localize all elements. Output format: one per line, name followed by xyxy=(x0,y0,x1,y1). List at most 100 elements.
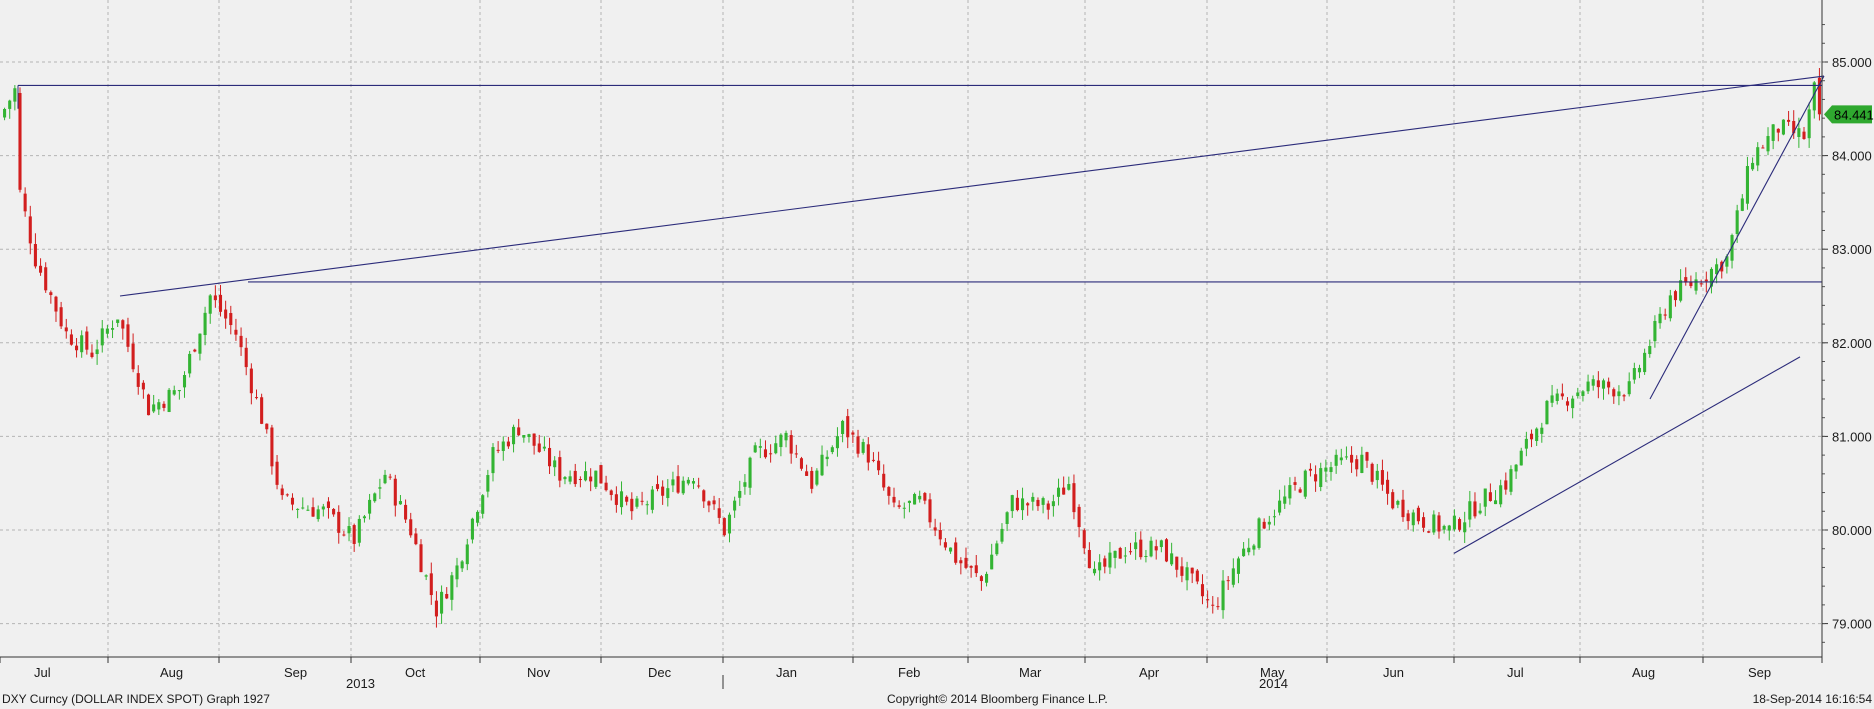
candle-body xyxy=(1026,503,1030,506)
candle-body xyxy=(1262,521,1266,529)
candle-body xyxy=(1031,496,1035,502)
month-label: Jun xyxy=(1383,665,1404,680)
candle-body xyxy=(995,543,999,555)
candle-body xyxy=(661,486,665,496)
candle-body xyxy=(1206,599,1210,601)
candle-body xyxy=(198,333,202,354)
candle-body xyxy=(1123,555,1127,557)
candle-body xyxy=(784,432,788,441)
trend-lines xyxy=(17,75,1825,554)
candle-body xyxy=(1046,503,1050,510)
candle-body xyxy=(1468,501,1472,520)
candle-body xyxy=(1149,540,1153,557)
candle-body xyxy=(727,514,732,534)
candle-body xyxy=(1694,279,1698,291)
candle-body xyxy=(177,390,181,392)
candle-body xyxy=(799,458,804,469)
candle-body xyxy=(1170,553,1174,565)
x-axis: Jul Aug Sep Oct Nov Dec Jan Feb Mar Apr May Jun Jul A… xyxy=(0,656,1823,691)
candle-body xyxy=(1252,545,1256,550)
candle-body xyxy=(758,446,762,448)
candle-body xyxy=(553,460,557,468)
candle-body xyxy=(1483,488,1487,507)
candle-body xyxy=(1288,485,1292,499)
candle-body xyxy=(455,565,459,580)
candle-body xyxy=(928,499,932,523)
candle-body xyxy=(280,488,284,496)
candle-body xyxy=(1334,454,1338,466)
candle-body xyxy=(733,500,737,511)
candle-body xyxy=(409,519,413,536)
candle-body xyxy=(630,498,634,512)
candle-body xyxy=(1272,516,1276,518)
candle-body xyxy=(157,402,161,410)
candle-body xyxy=(162,403,166,408)
candle-body xyxy=(887,487,891,496)
candle-body xyxy=(388,476,392,478)
candle-body xyxy=(1247,547,1251,553)
candle-body xyxy=(835,436,839,449)
month-label: Feb xyxy=(898,665,920,680)
candle-body xyxy=(640,500,644,502)
candle-body xyxy=(1422,517,1426,528)
candle-body xyxy=(1807,109,1811,139)
y-tick-label: 84.000 xyxy=(1832,149,1872,164)
candle-body xyxy=(1242,548,1246,557)
candle-body xyxy=(290,497,295,505)
candle-body xyxy=(1416,507,1420,522)
candle-body xyxy=(1267,521,1271,525)
candle-body xyxy=(1529,433,1534,440)
candle-body xyxy=(743,482,747,487)
candle-body xyxy=(841,420,845,435)
candle-body xyxy=(1596,380,1600,388)
candle-body xyxy=(1745,166,1749,204)
candle-body xyxy=(1303,470,1307,497)
candle-body xyxy=(1673,291,1678,301)
candle-body xyxy=(856,436,860,454)
candle-body xyxy=(404,504,408,520)
candle-body xyxy=(1488,492,1492,501)
candle-body xyxy=(1653,320,1657,342)
candle-body xyxy=(1211,604,1215,606)
candle-body xyxy=(460,561,464,569)
candle-body xyxy=(1761,147,1765,149)
candle-body xyxy=(1458,519,1462,530)
candle-body xyxy=(116,319,120,323)
candle-body xyxy=(90,352,94,358)
security-description: DXY Curncy (DOLLAR INDEX SPOT) Graph 192… xyxy=(2,692,270,706)
candle-body xyxy=(1108,552,1112,568)
candle-body xyxy=(1051,501,1055,507)
candle-body xyxy=(619,491,624,508)
candle-body xyxy=(938,530,942,540)
y-tick-label: 82.000 xyxy=(1832,336,1872,351)
candle-body xyxy=(321,506,325,510)
year-label: 2014 xyxy=(1259,676,1288,691)
candle-body xyxy=(635,498,639,507)
candle-body xyxy=(563,477,567,480)
candle-body xyxy=(774,443,778,454)
trend-line xyxy=(1649,75,1825,400)
month-label: Oct xyxy=(405,665,426,680)
candle-body xyxy=(1139,539,1143,558)
candle-body xyxy=(59,307,63,327)
candle-body xyxy=(301,507,305,509)
month-label: Jan xyxy=(776,665,797,680)
candle-body xyxy=(1087,549,1091,569)
candle-body xyxy=(1329,467,1333,473)
candle-body xyxy=(1627,381,1631,395)
candle-body xyxy=(1103,558,1107,567)
candle-body xyxy=(306,509,310,511)
candle-body xyxy=(476,511,480,523)
candle-body xyxy=(666,488,670,499)
candle-body xyxy=(846,416,850,438)
candle-body xyxy=(373,493,377,502)
candle-body xyxy=(110,328,115,330)
candle-body xyxy=(311,507,315,517)
candle-body xyxy=(1391,492,1395,509)
candle-body xyxy=(1278,500,1282,513)
candle-body xyxy=(1113,550,1117,558)
candle-body xyxy=(882,473,886,488)
candle-body xyxy=(28,216,32,244)
candle-body xyxy=(1164,539,1169,562)
candle-body xyxy=(1401,499,1405,518)
